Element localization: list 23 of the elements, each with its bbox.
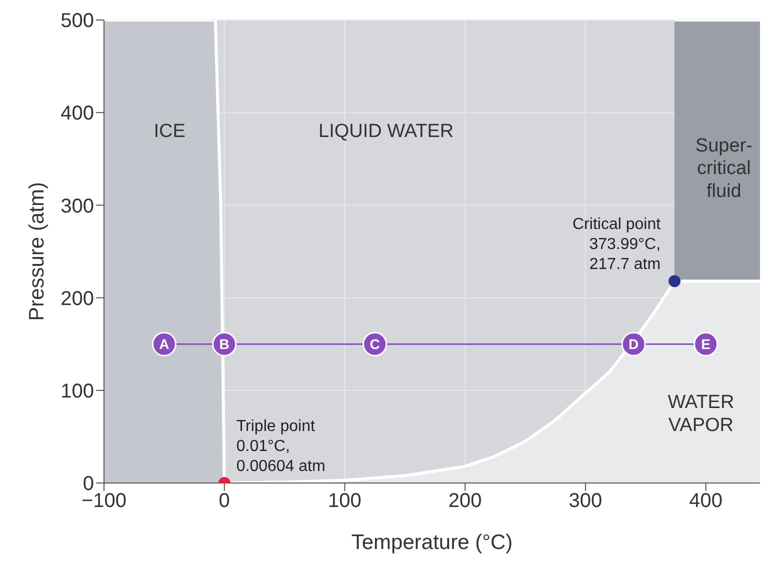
y-tick-label: 200: [60, 288, 94, 310]
data-label: D: [628, 336, 639, 352]
data-label: E: [701, 336, 711, 352]
annotation: Critical point 373.99°C, 217.7 atm: [572, 216, 662, 274]
annotation: ICE: [154, 120, 186, 142]
y-axis-title: Pressure (atm): [25, 182, 48, 321]
annotation: Triple point 0.01°C, 0.00604 atm: [236, 418, 326, 475]
x-tick-label: 400: [689, 490, 723, 512]
x-tick-label: 0: [218, 490, 230, 512]
data-label: C: [370, 336, 380, 352]
data-label: A: [159, 336, 170, 352]
y-tick-label: 300: [60, 195, 94, 218]
data-label: B: [219, 336, 230, 352]
x-tick-label: 100: [328, 490, 362, 512]
y-tick-label: 400: [60, 102, 94, 125]
x-axis-title: Temperature (°C): [351, 531, 513, 554]
annotation: LIQUID WATER: [318, 120, 454, 142]
y-tick-label: 100: [60, 380, 94, 402]
x-tick-label: 200: [448, 490, 482, 512]
y-tick-label: 500: [60, 10, 94, 32]
annotation: WATER VAPOR: [668, 392, 734, 436]
x-tick-label: 300: [568, 490, 602, 512]
annotation: Super- critical fluid: [695, 134, 752, 202]
